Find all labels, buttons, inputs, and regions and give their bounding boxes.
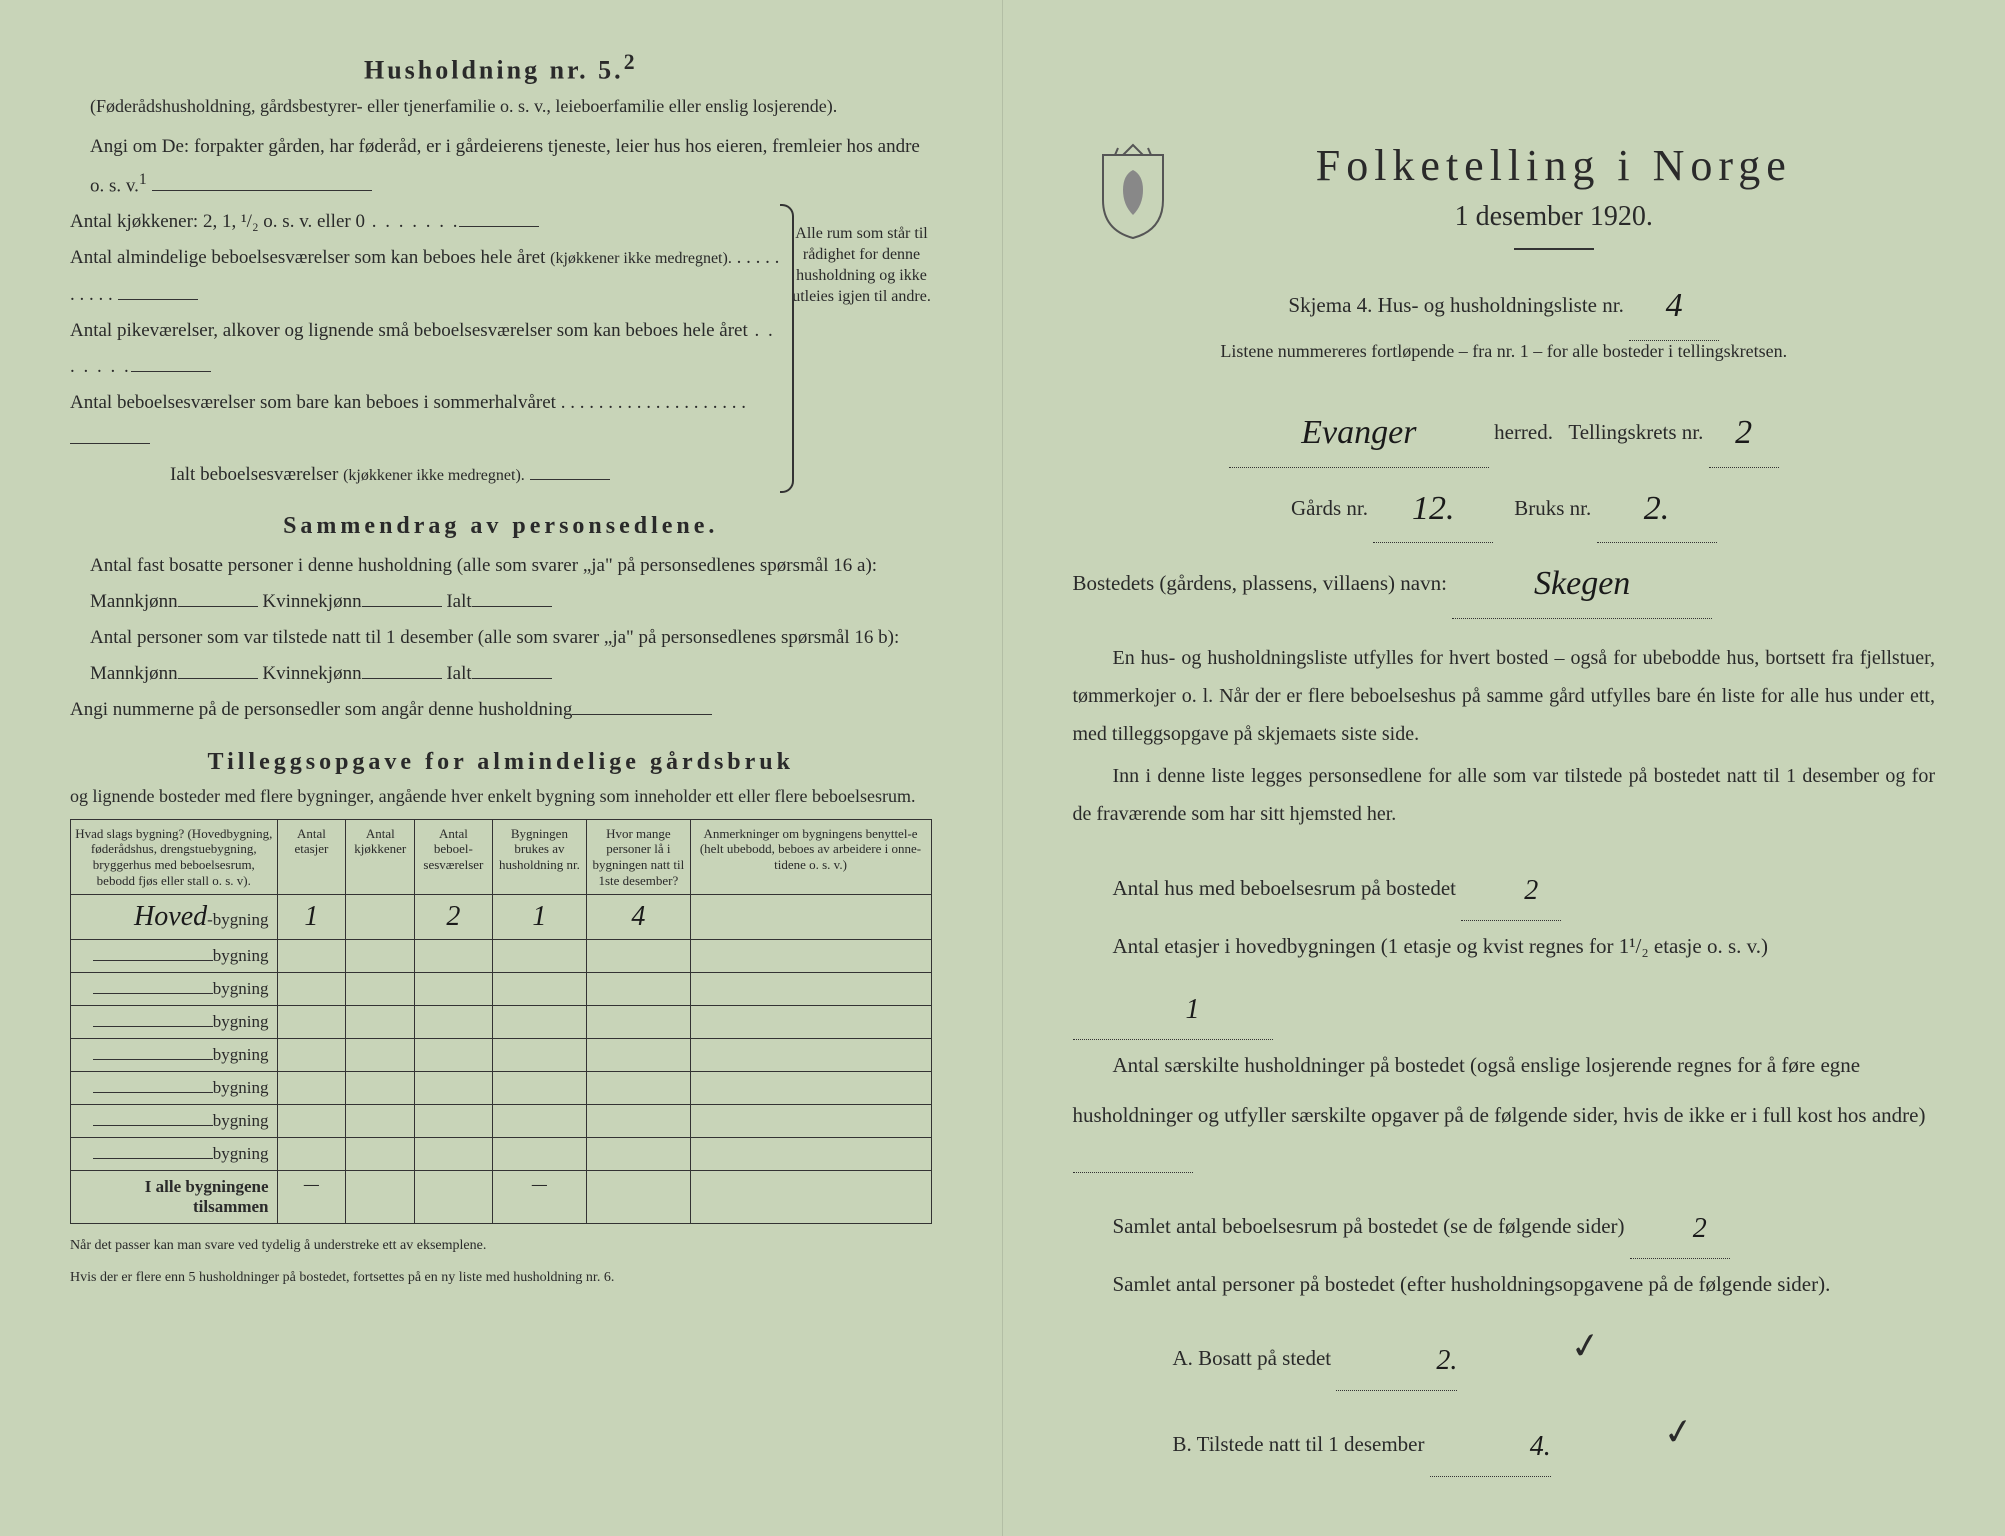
table-row: bygning [71, 1006, 932, 1039]
check-icon: ✓ [1559, 1387, 1700, 1491]
heading-husholdning5: Husholdning nr. 5.2 [70, 50, 932, 86]
angi-num-line: Angi nummerne på de personsedler som ang… [70, 692, 932, 728]
th-kjokkener: Antal kjøkke­ner [346, 819, 415, 894]
table-row: bygning [71, 1138, 932, 1171]
tillegg-note: og lignende bosteder med flere bygninger… [70, 784, 932, 809]
herred-line: Evanger herred. Tellingskrets nr. 2 [1073, 392, 1936, 468]
listene-note: Listene nummereres fortløpende – fra nr.… [1073, 341, 1936, 362]
left-page: Husholdning nr. 5.2 (Føderådshusholdning… [0, 0, 1003, 1536]
th-hushold: Bygningen brukes av hushold­ning nr. [492, 819, 587, 894]
note5: (Føderådshusholdning, gårdsbestyrer- ell… [70, 94, 932, 119]
th-anmerk: Anmerkninger om bygnin­gens benyttel-e (… [690, 819, 931, 894]
tfoot-dash: — [277, 1171, 346, 1224]
gards-line: Gårds nr. 12. Bruks nr. 2. [1073, 468, 1936, 544]
buildings-table: Hvad slags bygning? (Hovedbygning, føder… [70, 819, 932, 1224]
room-block: Antal kjøkkener: 2, 1, ¹/₂ o. s. v. elle… [70, 204, 932, 493]
table-row: Hoved-bygning1214 [71, 895, 932, 940]
pike-line: Antal pikeværelser, alkover og lignende … [70, 313, 782, 385]
angi-om: Angi om De: forpakter gården, har føderå… [70, 129, 932, 205]
ialt-line: Ialt beboelsesværelser (kjøkkener ikke m… [70, 457, 782, 493]
title-block: Folketelling i Norge 1 desember 1920. [1173, 140, 1936, 250]
q-beboerum: Samlet antal beboelsesrum på bostedet (s… [1073, 1191, 1936, 1259]
th-personer: Hvor mange personer lå i bygningen natt … [587, 819, 690, 894]
table-row: bygning [71, 1039, 932, 1072]
sommer-line: Antal beboelsesværelser som bare kan beb… [70, 385, 782, 457]
right-page: Folketelling i Norge 1 desember 1920. Sk… [1003, 0, 2005, 1536]
table-row: bygning [71, 973, 932, 1006]
q-personer: Samlet antal personer på bostedet (efter… [1073, 1259, 1936, 1309]
bosted-line: Bostedets (gårdens, plassens, villaens) … [1073, 543, 1936, 619]
skjema-line: Skjema 4. Hus- og husholdningsliste nr. … [1073, 265, 1936, 341]
brace-note: Alle rum som står til rådighet for denne… [792, 204, 932, 493]
coat-of-arms-icon [1093, 140, 1173, 240]
q-a: A. Bosatt på stedet 2. ✓ [1073, 1310, 1936, 1396]
tillegg-heading: Tilleggsopgave for almindelige gårdsbruk [70, 749, 932, 776]
table-row: bygning [71, 1072, 932, 1105]
footnote1: Når det passer kan man svare ved tydelig… [70, 1236, 932, 1256]
check-icon: ✓ [1465, 1301, 1606, 1405]
instructions: En hus- og husholdningsliste utfylles fo… [1073, 639, 1936, 833]
th-type: Hvad slags bygning? (Hovedbygning, føder… [71, 819, 278, 894]
th-etasjer: Antal etasjer [277, 819, 346, 894]
main-title: Folketelling i Norge [1173, 140, 1936, 191]
sammendrag-heading: Sammendrag av personsedlene. [70, 513, 932, 540]
q-hushold: Antal særskilte husholdninger på bostede… [1073, 1040, 1936, 1191]
footnote2: Hvis der er flere enn 5 husholdninger på… [70, 1268, 932, 1288]
table-row: bygning [71, 1105, 932, 1138]
alm-bebo-line: Antal almindelige beboelsesværelser som … [70, 240, 782, 312]
q-etasjer: Antal etasjer i hovedbygningen (1 etasje… [1073, 921, 1936, 1040]
kjokken-line: Antal kjøkkener: 2, 1, ¹/₂ o. s. v. elle… [70, 204, 782, 240]
q-hus: Antal hus med beboelsesrum på bostedet 2 [1073, 853, 1936, 921]
th-bebo: Antal beboel­sesvæ­relser [415, 819, 492, 894]
table-row: bygning [71, 940, 932, 973]
q-b: B. Tilstede natt til 1 desember 4. ✓ [1073, 1396, 1936, 1482]
subtitle: 1 desember 1920. [1173, 201, 1936, 233]
tilstede-line: Antal personer som var tilstede natt til… [70, 620, 932, 692]
fast-bosatt-line: Antal fast bosatte personer i denne hush… [70, 548, 932, 620]
tfoot-label: I alle bygningene tilsammen [71, 1171, 278, 1224]
